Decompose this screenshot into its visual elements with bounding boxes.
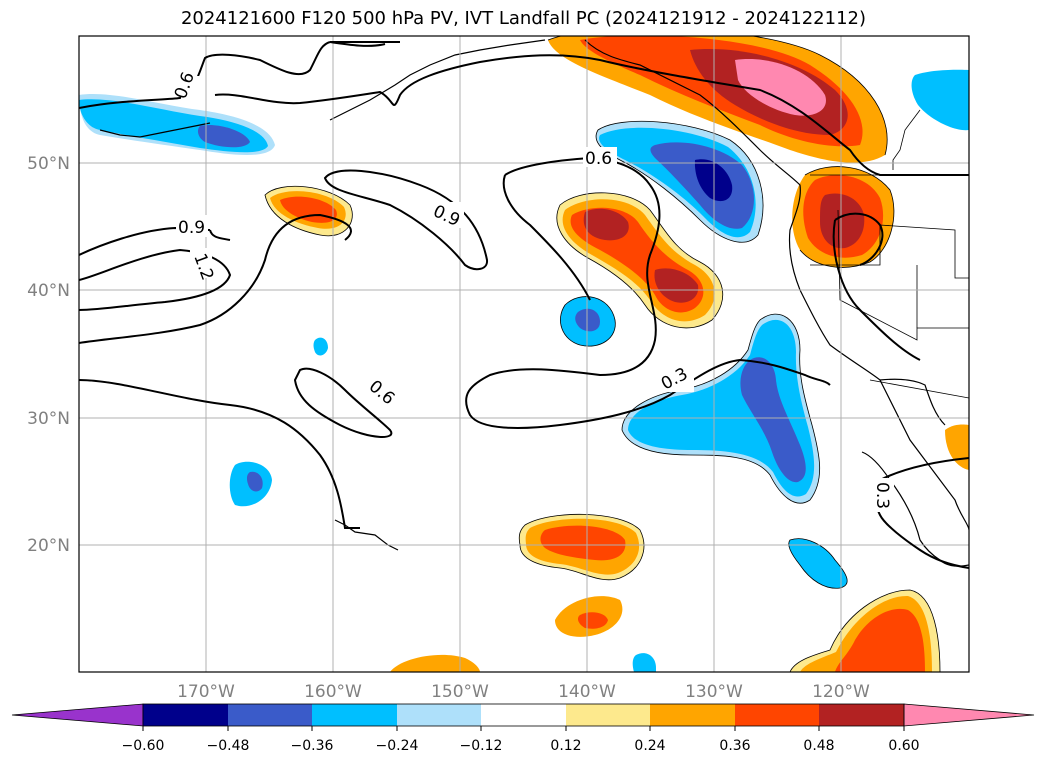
colorbar-tick-label: −0.12 xyxy=(460,738,503,754)
lon-label: 160°W xyxy=(304,682,362,702)
map-frame xyxy=(78,35,970,673)
colorbar-segment xyxy=(735,704,819,726)
lat-label: 30°N xyxy=(27,409,70,429)
colorbar-segment xyxy=(819,704,904,726)
colorbar-tick-label: −0.36 xyxy=(291,738,334,754)
gridlines xyxy=(79,36,969,672)
colorbar-segment xyxy=(228,704,312,726)
colorbar-tick-label: −0.60 xyxy=(122,738,165,754)
colorbar-segment xyxy=(481,704,566,726)
colorbar-tick-label: −0.24 xyxy=(376,738,419,754)
colorbar-segment xyxy=(566,704,650,726)
colorbar-tick-label: −0.48 xyxy=(207,738,250,754)
colorbar-segment xyxy=(143,704,228,726)
latitude-labels: 50°N 40°N 30°N 20°N xyxy=(27,154,70,556)
colorbar-tick-label: 0.12 xyxy=(550,738,581,754)
contour-label: 0.3 xyxy=(872,482,892,509)
colorbar-tick-label: 0.48 xyxy=(803,738,834,754)
colorbar-segment xyxy=(312,704,397,726)
colorbar-segment xyxy=(397,704,481,726)
contour-label: 0.6 xyxy=(585,149,612,169)
map-plot-area: 0.6 0.9 1.2 0.6 0.9 0.6 0.3 0.3 xyxy=(79,36,969,672)
pv-contour-0.3-south xyxy=(879,457,969,481)
colorbar-tick-label: 0.60 xyxy=(888,738,919,754)
pv-contour-0.6-middle xyxy=(465,156,831,429)
lat-label: 40°N xyxy=(27,281,70,301)
pv-contours xyxy=(79,41,969,569)
negative-anomaly-south-central xyxy=(788,538,848,589)
contour-label: 0.9 xyxy=(178,218,205,238)
lat-label: 20°N xyxy=(27,536,70,556)
pv-contour-0.6-north xyxy=(79,41,331,109)
lon-label: 170°W xyxy=(177,682,235,702)
lon-label: 150°W xyxy=(431,682,489,702)
colorbar-extend-high xyxy=(903,703,1035,727)
lon-label: 130°W xyxy=(685,682,743,702)
lat-label: 50°N xyxy=(27,154,70,174)
colorbar-segment xyxy=(650,704,735,726)
lon-label: 120°W xyxy=(812,682,870,702)
positive-anomaly-south-edge xyxy=(390,654,480,672)
coastlines xyxy=(99,39,969,567)
map-title: 2024121600 F120 500 hPa PV, IVT Landfall… xyxy=(180,8,867,29)
contour-labels: 0.6 0.9 1.2 0.6 0.9 0.6 0.3 0.3 xyxy=(171,69,894,512)
longitude-labels: 170°W 160°W 150°W 140°W 130°W 120°W xyxy=(177,682,870,702)
pv-contour-0.6-central xyxy=(293,367,393,438)
colorbar: −0.60 −0.48 −0.36 −0.24 −0.12 0.12 0.24 … xyxy=(11,703,1035,754)
lon-label: 140°W xyxy=(558,682,616,702)
colorbar-extend-low xyxy=(11,703,144,727)
colorbar-tick-label: 0.36 xyxy=(719,738,750,754)
negative-anomaly-northeast xyxy=(911,69,969,131)
colorbar-tick-label: 0.24 xyxy=(634,738,665,754)
